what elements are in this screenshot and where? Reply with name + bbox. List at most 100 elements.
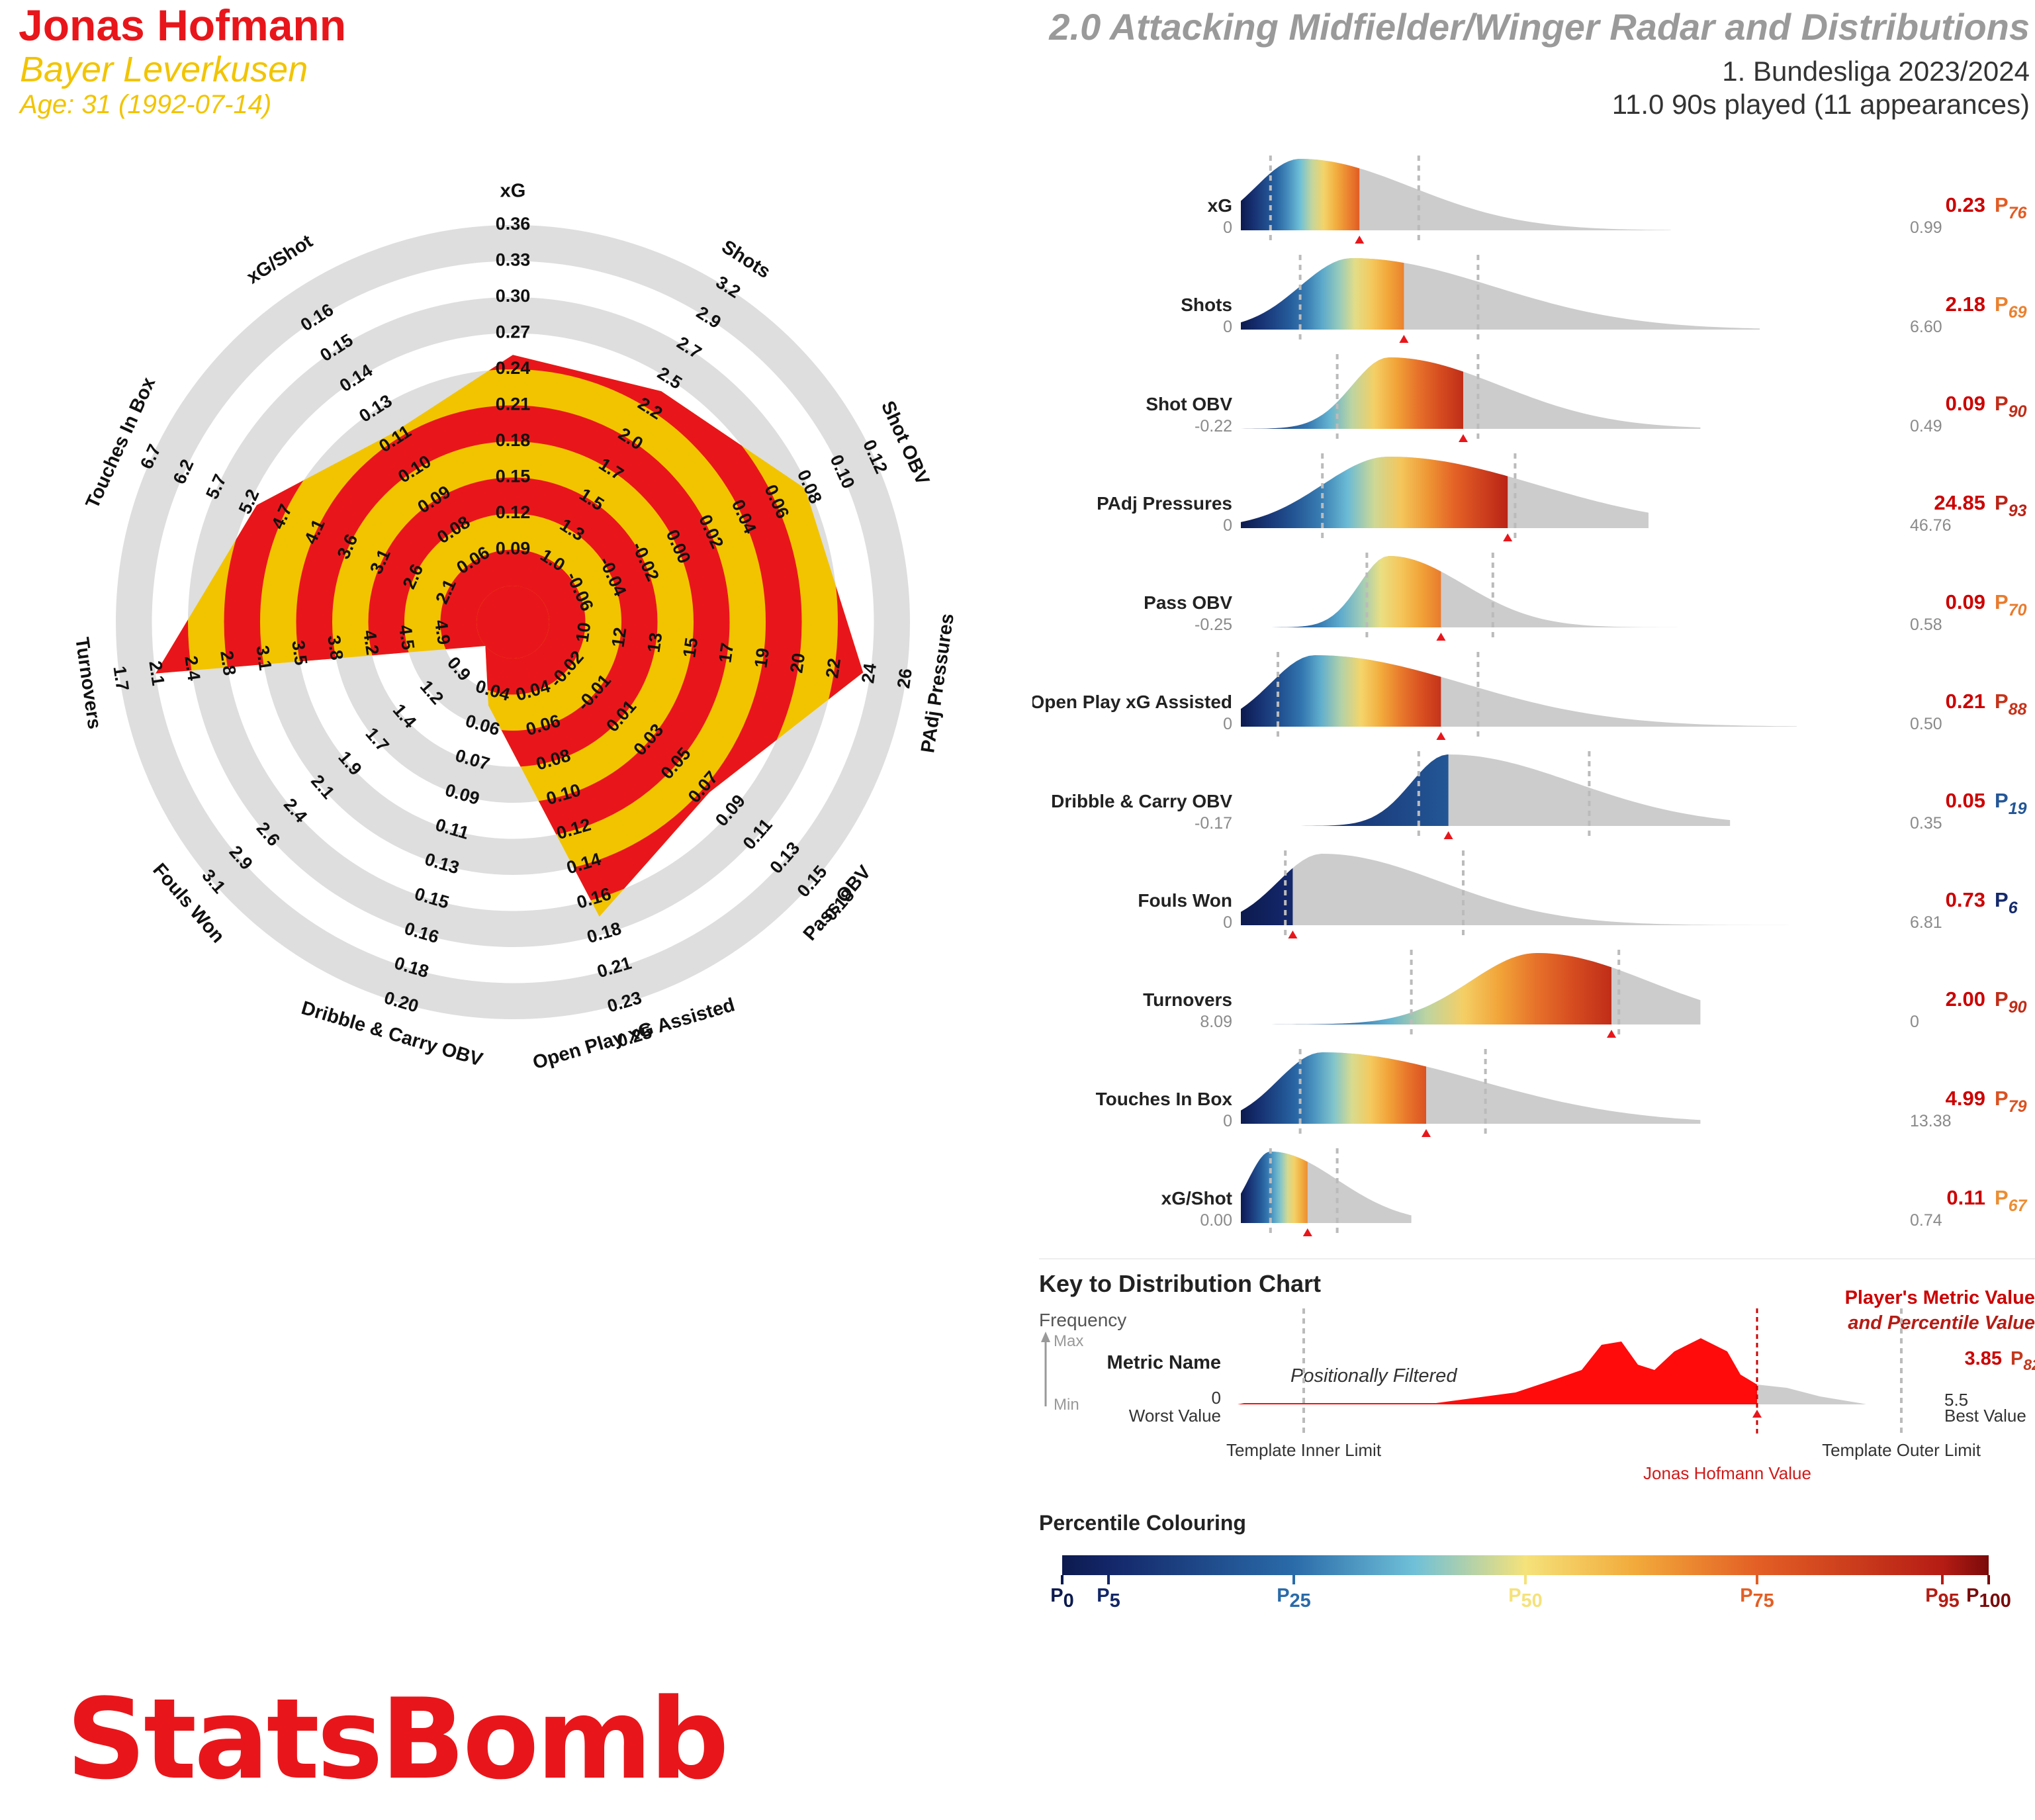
radar-tick-label: 0.36 [496, 214, 531, 234]
key-percentile-value: 82 [2023, 1356, 2035, 1373]
percentile-tick-prefix: P [1050, 1585, 1063, 1606]
percentile-tick-label: P100 [1966, 1585, 2011, 1612]
player-name: Jonas Hofmann [19, 1, 347, 50]
percentile-tick-value: 100 [1979, 1590, 2011, 1612]
distribution-key: Key to Distribution Chart Frequency Max Min… [1039, 1258, 2035, 1483]
percentile-tick-label: P5 [1097, 1585, 1120, 1612]
percentile-gradient-bar [1062, 1555, 1989, 1575]
radar-metric-label: PAdj Pressures [917, 612, 958, 754]
metric-min-label: 8.09 [1200, 1013, 1232, 1031]
percentile-tick-prefix: P [1097, 1585, 1109, 1606]
metric-min-label: 0 [1223, 715, 1232, 733]
key-example-value: 3.85 [1965, 1348, 2002, 1369]
metric-min-label: -0.22 [1195, 417, 1232, 435]
radar-fill-band [440, 549, 586, 695]
percentile-tick-value: 25 [1290, 1590, 1311, 1612]
metric-value: 2.18 [1946, 293, 1985, 316]
key-worst-value-num: 0 [1212, 1388, 1221, 1408]
competition: 1. Bundesliga 2023/2024 [1722, 56, 2030, 87]
radar-tick-label: 20 [786, 652, 809, 674]
metric-value: 4.99 [1946, 1087, 1985, 1110]
key-grey-area [1757, 1385, 1866, 1404]
radar-tick-label: 0.18 [496, 430, 531, 450]
percentile-tick-label: P50 [1508, 1585, 1543, 1612]
metric-max-label: 0.35 [1910, 814, 1942, 833]
distribution-percentile-area [1241, 258, 1404, 330]
metric-max-label: 0 [1910, 1013, 1919, 1031]
percentile-value: 19 [2009, 799, 2027, 818]
percentile-prefix: P [1995, 491, 2009, 514]
metric-name: Shots [1181, 295, 1232, 315]
metric-percentile: P76 [1995, 193, 2028, 222]
percentile-tick-label: P95 [1925, 1585, 1960, 1612]
metric-value: 24.85 [1934, 491, 1985, 514]
metric-percentile: P6 [1995, 888, 2018, 917]
radar-tick-label: 13 [643, 631, 666, 654]
minutes-played: 11.0 90s played (11 appearances) [1611, 89, 2030, 120]
percentile-value: 76 [2009, 204, 2028, 222]
radar-metric-label: Shot OBV [877, 398, 934, 488]
percentile-value: 70 [2009, 601, 2027, 619]
radar-metric-label: xG [500, 181, 526, 202]
key-player-value-label: Jonas Hofmann Value [1643, 1463, 1811, 1483]
percentile-value: 6 [2009, 899, 2018, 917]
percentile-prefix: P [1995, 1087, 2009, 1110]
percentile-value: 69 [2009, 303, 2027, 322]
player-value-marker [1443, 831, 1453, 839]
radar-center [476, 586, 549, 659]
metric-name: Shot OBV [1146, 394, 1232, 414]
metric-value: 0.23 [1946, 193, 1985, 216]
metric-min-label: 0 [1223, 516, 1232, 535]
distribution-row: Pass OBV -0.25 0.580.09 P70 [1144, 553, 2027, 642]
radar-tick-label: 4.5 [395, 623, 418, 651]
radar-tick-label: 0.21 [496, 394, 531, 414]
percentile-prefix: P [1995, 789, 2009, 812]
metric-percentile: P70 [1995, 590, 2027, 619]
percentile-tick-value: 5 [1110, 1590, 1120, 1612]
percentile-prefix: P [1995, 193, 2009, 216]
radar-tick-label: 17 [715, 641, 737, 664]
radar-tick-label: 2.8 [216, 649, 240, 676]
radar-tick-label: 4.9 [431, 619, 454, 646]
metric-name: Open Play xG Assisted [1032, 692, 1232, 712]
metric-min-label: 0.00 [1200, 1211, 1232, 1230]
distribution-row: Dribble & Carry OBV -0.17 0.350.05 P19 [1051, 751, 2027, 841]
distribution-grey-area [1241, 754, 1731, 826]
percentile-value: 90 [2009, 998, 2027, 1017]
percentile-tick-prefix: P [1925, 1585, 1938, 1606]
percentile-tick-label: P25 [1277, 1585, 1311, 1612]
percentile-prefix: P [1995, 987, 2009, 1011]
distribution-percentile-area [1241, 754, 1449, 826]
key-best-value: Best Value [1944, 1406, 2026, 1426]
player-value-marker [1436, 633, 1446, 641]
metric-value: 0.11 [1946, 1186, 1985, 1209]
key-best-value-num: 5.5 [1944, 1390, 1968, 1410]
metric-percentile: P79 [1995, 1087, 2027, 1116]
radar-tick-label: 3.5 [288, 639, 311, 666]
metric-percentile: P90 [1995, 987, 2027, 1017]
distribution-row: Fouls Won 0 6.810.73 P6 [1138, 850, 2018, 940]
player-value-marker [1355, 236, 1365, 244]
metric-max-label: 46.76 [1910, 516, 1952, 535]
radar-tick-label: 0.12 [496, 502, 531, 522]
radar-tick-label: 15 [679, 637, 701, 659]
distribution-percentile-area [1241, 868, 1293, 925]
radar-tick-label: 2.4 [181, 655, 204, 682]
radar-tick-label: 24 [858, 662, 880, 684]
distribution-row: Shot OBV -0.22 0.490.09 P90 [1146, 354, 2027, 443]
distribution-grey-area [1241, 854, 1797, 925]
metric-value: 0.73 [1946, 888, 1985, 911]
player-value-marker [1607, 1030, 1616, 1038]
radar-tick-label: 26 [893, 667, 916, 690]
key-player-metric-line1: Player's Metric Value [1845, 1287, 2035, 1308]
player-value-marker [1399, 335, 1409, 343]
percentile-value: 93 [2009, 502, 2027, 520]
key-title: Key to Distribution Chart [1039, 1270, 1321, 1297]
radar-tick-label: 19 [750, 647, 773, 669]
metric-max-label: 6.60 [1910, 318, 1942, 336]
metric-name: Dribble & Carry OBV [1051, 791, 1232, 811]
distribution-row: Touches In Box 0 13.38 4.99 P79 [1096, 1049, 2027, 1138]
distribution-percentile-area [1241, 655, 1441, 727]
